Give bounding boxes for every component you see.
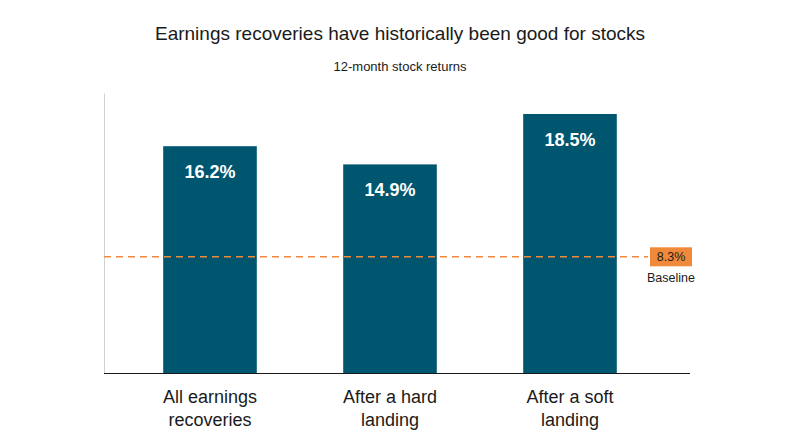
bar xyxy=(523,114,617,373)
chart: Earnings recoveries have historically be… xyxy=(0,0,800,447)
x-tick-label: After a soft landing xyxy=(526,387,613,430)
x-tick: After a soft landing xyxy=(526,373,613,430)
baseline-label-box xyxy=(650,247,692,266)
bar xyxy=(343,164,437,373)
y-axis xyxy=(104,94,105,374)
bar xyxy=(163,146,257,373)
title: Earnings recoveries have historically be… xyxy=(155,23,645,44)
baseline-label: Baseline xyxy=(647,271,695,285)
x-tick-label-line: After a soft xyxy=(526,387,613,407)
x-tick-label: All earnings recoveries xyxy=(163,387,257,430)
data-label: 16.2% xyxy=(184,162,235,182)
data-labels: 16.2% 14.9% 18.5% xyxy=(184,130,595,200)
baseline-line xyxy=(104,256,648,258)
x-tick-label: After a hard landing xyxy=(343,387,437,430)
x-axis-line xyxy=(104,373,690,374)
x-tick-label-line: recoveries xyxy=(168,410,251,430)
x-tick-label-line: landing xyxy=(361,410,419,430)
x-tick-label-line: All earnings xyxy=(163,387,257,407)
subtitle: 12-month stock returns xyxy=(334,59,467,74)
data-label: 14.9% xyxy=(364,180,415,200)
baseline-value-label: 8.3% xyxy=(657,250,686,264)
x-tick: After a hard landing xyxy=(343,373,437,430)
x-tick-label-line: After a hard xyxy=(343,387,437,407)
data-label: 18.5% xyxy=(544,130,595,150)
bars xyxy=(163,114,617,373)
x-tick-label-line: landing xyxy=(541,410,599,430)
x-tick: All earnings recoveries xyxy=(163,373,257,430)
x-axis: All earnings recoveries After a hard landin… xyxy=(104,373,690,430)
y-axis-line xyxy=(104,94,105,374)
